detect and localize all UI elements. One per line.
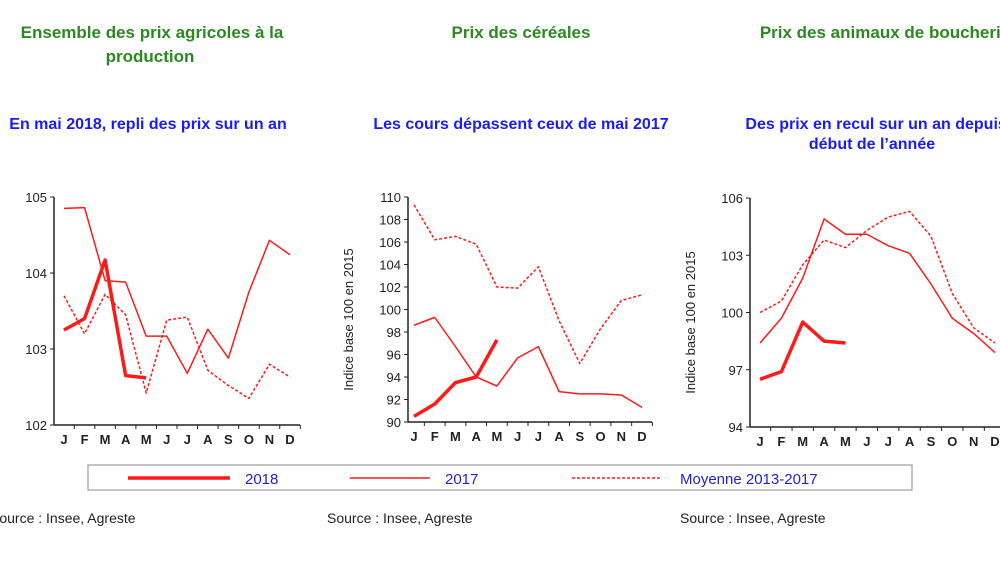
x-tick-label: F (431, 429, 439, 444)
x-tick-label: J (535, 429, 542, 444)
x-tick-label: O (244, 432, 254, 447)
y-tick-label: 110 (380, 190, 401, 205)
x-tick-label: A (819, 434, 829, 449)
x-tick-label: J (756, 434, 763, 449)
y-tick-label: 104 (25, 266, 47, 281)
y-tick-label: 108 (379, 213, 401, 228)
chart2-subtitle: Les cours dépassent ceux de mai 2017 (373, 116, 668, 133)
y-tick-label: 106 (379, 235, 401, 250)
series-line-2018 (413, 339, 499, 418)
y-tick-label: 105 (25, 190, 47, 205)
x-tick-label: S (927, 434, 936, 449)
x-tick-label: M (840, 434, 851, 449)
chart3-title: Prix des animaux de boucherie (760, 23, 1000, 42)
y-tick-label: 104 (379, 258, 401, 273)
x-tick-label: A (203, 432, 213, 447)
x-tick-label: J (410, 429, 417, 444)
x-tick-label: N (617, 429, 626, 444)
x-tick-label: D (285, 432, 294, 447)
chart3-subtitle: Des prix en recul sur un an depuis le (745, 116, 1000, 133)
y-tick-label: 100 (721, 306, 743, 321)
x-tick-label: D (637, 429, 646, 444)
x-tick-label: A (121, 432, 131, 447)
x-tick-label: M (100, 432, 111, 447)
y-tick-label: 102 (25, 418, 47, 433)
x-tick-label: J (60, 432, 67, 447)
chart3-source: Source : Insee, Agreste (680, 510, 826, 526)
x-tick-label: M (797, 434, 808, 449)
x-tick-label: J (885, 434, 892, 449)
series-line-2017 (759, 218, 996, 354)
y-tick-label: 106 (721, 191, 743, 206)
legend-label-2018: 2018 (245, 471, 278, 488)
x-tick-label: D (990, 434, 999, 449)
y-axis-label: Indice base 100 en 2015 (341, 248, 356, 390)
series-line-2017 (413, 316, 643, 409)
x-tick-label: M (141, 432, 152, 447)
chart1-title-line1: Ensemble des prix agricoles à la (21, 23, 284, 42)
x-tick-label: M (491, 429, 502, 444)
y-tick-label: 100 (379, 303, 401, 318)
y-tick-label: 94 (387, 370, 401, 385)
chart2-source: Source : Insee, Agreste (327, 510, 473, 526)
series-line-moyenne-2013-2017 (413, 204, 643, 365)
series-line-moyenne-2013-2017 (759, 210, 996, 344)
x-tick-label: N (265, 432, 274, 447)
x-tick-label: A (471, 429, 481, 444)
x-tick-label: F (777, 434, 785, 449)
chart1-source: Source : Insee, Agreste (0, 510, 136, 526)
chart3-subtitle-line2: début de l’année (809, 136, 935, 153)
x-tick-label: O (947, 434, 957, 449)
y-tick-label: 94 (729, 420, 743, 435)
x-tick-label: J (514, 429, 521, 444)
y-tick-label: 103 (25, 342, 47, 357)
x-tick-label: O (595, 429, 605, 444)
chart2-title: Prix des céréales (452, 23, 591, 42)
x-tick-label: M (450, 429, 461, 444)
y-axis-label: Indice base 100 en 2015 (683, 251, 698, 393)
legend-label-moyenne: Moyenne 2013-2017 (680, 471, 818, 488)
y-tick-label: 102 (379, 280, 401, 295)
y-tick-label: 98 (387, 325, 401, 340)
y-tick-label: 90 (387, 415, 401, 430)
x-tick-label: J (163, 432, 170, 447)
x-tick-label: J (863, 434, 870, 449)
y-tick-label: 103 (721, 248, 743, 263)
x-tick-label: F (81, 432, 89, 447)
x-tick-label: S (224, 432, 233, 447)
chart1-title-line2: production (106, 47, 195, 66)
x-tick-label: J (184, 432, 191, 447)
chart1-subtitle: En mai 2018, repli des prix sur un an (9, 116, 286, 133)
x-tick-label: A (554, 429, 564, 444)
series-line-moyenne-2013-2017 (63, 293, 291, 400)
x-tick-label: S (575, 429, 584, 444)
series-line-2017 (63, 206, 291, 375)
y-tick-label: 96 (387, 348, 401, 363)
legend-label-2017: 2017 (445, 471, 478, 488)
y-tick-label: 97 (729, 363, 743, 378)
series-line-2018 (759, 320, 846, 381)
x-tick-label: N (969, 434, 978, 449)
x-tick-label: A (905, 434, 915, 449)
y-tick-label: 92 (387, 393, 401, 408)
